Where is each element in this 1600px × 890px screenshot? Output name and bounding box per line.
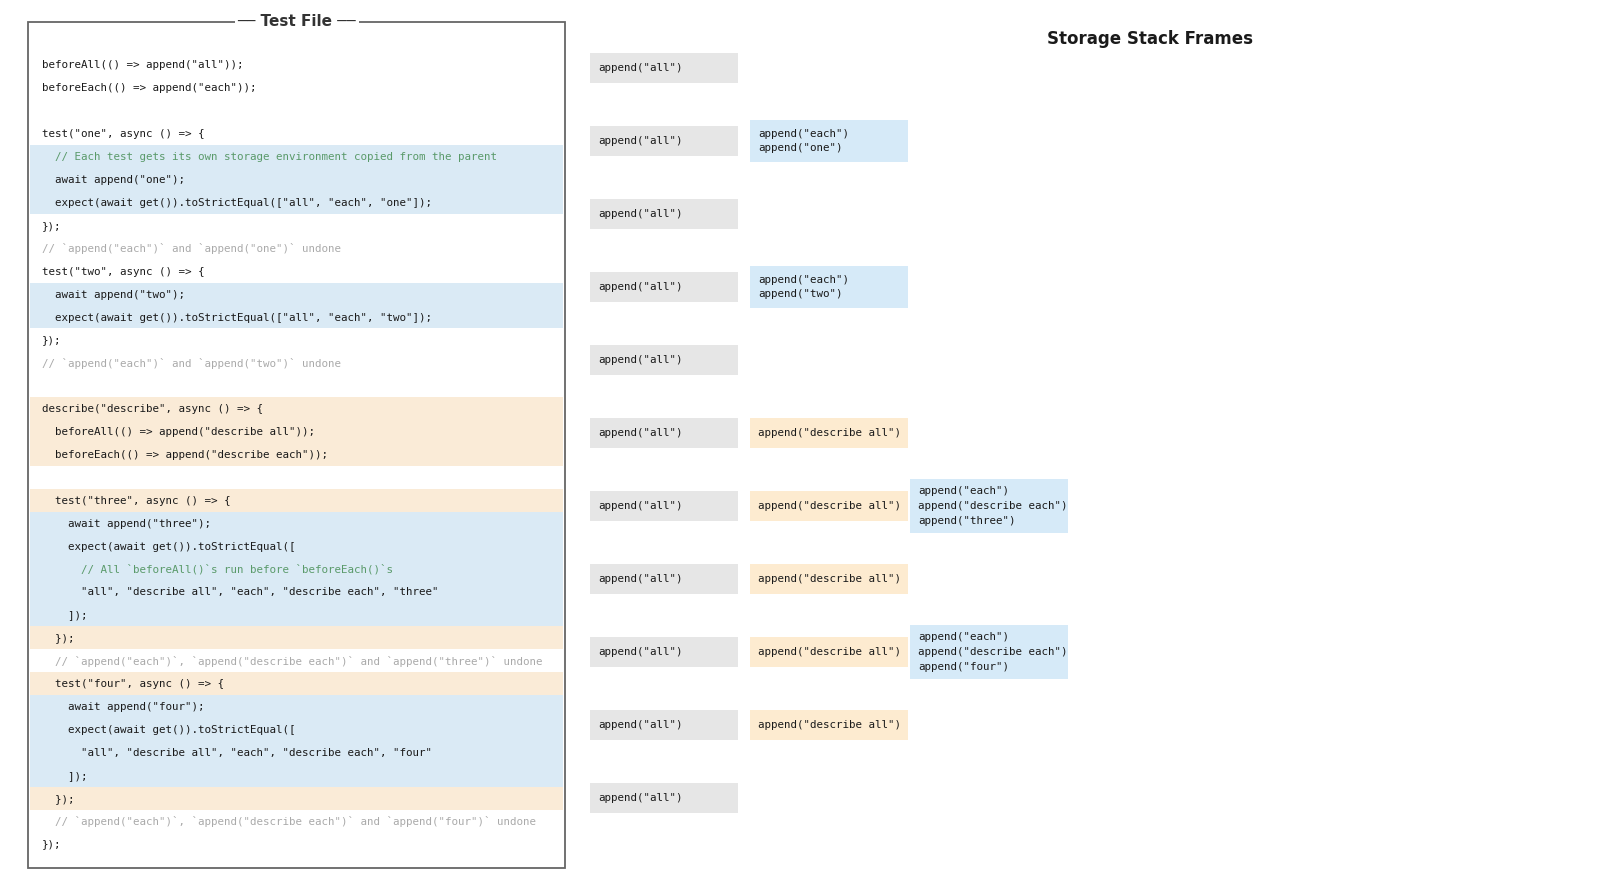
Text: append("all"): append("all")	[598, 501, 683, 511]
Bar	[30, 787, 563, 810]
Text: append("all"): append("all")	[598, 63, 683, 73]
Text: test("two", async () => {: test("two", async () => {	[42, 267, 205, 277]
Bar	[590, 126, 738, 156]
Text: ]);: ]);	[42, 611, 88, 620]
Text: // `append("each")`, `append("describe each")` and `append("four")` undone: // `append("each")`, `append("describe e…	[42, 816, 536, 827]
Bar	[30, 535, 563, 558]
Text: // All `beforeAll()`s run before `beforeEach()`s: // All `beforeAll()`s run before `before…	[42, 564, 394, 575]
Text: });: });	[42, 221, 61, 231]
Text: expect(await get()).toStrictEqual([: expect(await get()).toStrictEqual([	[42, 542, 296, 552]
Text: append("describe all"): append("describe all")	[758, 720, 901, 730]
Bar	[30, 168, 563, 191]
Bar	[30, 397, 563, 420]
Bar	[30, 580, 563, 603]
Text: });: });	[42, 336, 61, 345]
Text: append("all"): append("all")	[598, 720, 683, 730]
Bar	[30, 145, 563, 168]
Text: append("all"): append("all")	[598, 136, 683, 146]
Text: Storage Stack Frames: Storage Stack Frames	[1046, 30, 1253, 48]
Bar	[29, 22, 565, 868]
Bar	[750, 418, 909, 448]
Text: });: });	[42, 794, 75, 804]
Text: test("four", async () => {: test("four", async () => {	[42, 679, 224, 689]
Bar	[750, 266, 909, 308]
Text: ── Test File ──: ── Test File ──	[237, 14, 355, 29]
Text: beforeEach(() => append("describe each"));: beforeEach(() => append("describe each")…	[42, 450, 328, 460]
Bar	[910, 479, 1069, 533]
Text: append("all"): append("all")	[598, 647, 683, 657]
Bar	[750, 564, 909, 594]
Text: append("all"): append("all")	[598, 793, 683, 803]
Text: expect(await get()).toStrictEqual(["all", "each", "one"]);: expect(await get()).toStrictEqual(["all"…	[42, 198, 432, 208]
Text: "all", "describe all", "each", "describe each", "three": "all", "describe all", "each", "describe…	[42, 587, 438, 597]
Bar	[590, 783, 738, 813]
Bar	[750, 120, 909, 162]
Text: expect(await get()).toStrictEqual([: expect(await get()).toStrictEqual([	[42, 725, 296, 735]
Bar	[30, 603, 563, 627]
Text: "all", "describe all", "each", "describe each", "four": "all", "describe all", "each", "describe…	[42, 748, 432, 758]
Text: append("describe all"): append("describe all")	[758, 428, 901, 438]
Text: // Each test gets its own storage environment copied from the parent: // Each test gets its own storage enviro…	[42, 152, 498, 162]
Bar	[30, 558, 563, 580]
Bar	[30, 672, 563, 695]
Text: // `append("each")` and `append("one")` undone: // `append("each")` and `append("one")` …	[42, 243, 341, 255]
Text: await append("one");: await append("one");	[42, 175, 186, 185]
Text: test("one", async () => {: test("one", async () => {	[42, 129, 205, 139]
Text: describe("describe", async () => {: describe("describe", async () => {	[42, 404, 262, 414]
Bar	[30, 443, 563, 466]
Bar	[30, 420, 563, 443]
Text: append("each")
append("one"): append("each") append("one")	[758, 128, 850, 153]
Bar	[30, 695, 563, 718]
Bar	[590, 345, 738, 375]
Bar	[30, 512, 563, 535]
Bar	[590, 710, 738, 740]
Bar	[590, 199, 738, 229]
Bar	[590, 53, 738, 83]
Text: });: });	[42, 634, 75, 643]
Text: append("describe all"): append("describe all")	[758, 574, 901, 584]
Text: ]);: ]);	[42, 771, 88, 781]
Text: beforeEach(() => append("each"));: beforeEach(() => append("each"));	[42, 84, 256, 93]
Text: await append("two");: await append("two");	[42, 289, 186, 300]
Bar	[30, 283, 563, 305]
Text: append("each")
append("two"): append("each") append("two")	[758, 275, 850, 299]
Bar	[590, 637, 738, 667]
Bar	[30, 627, 563, 650]
Text: append("all"): append("all")	[598, 428, 683, 438]
Bar	[30, 718, 563, 741]
Text: // `append("each")` and `append("two")` undone: // `append("each")` and `append("two")` …	[42, 358, 341, 368]
Text: test("three", async () => {: test("three", async () => {	[42, 496, 230, 506]
Bar	[750, 637, 909, 667]
Bar	[750, 491, 909, 521]
Bar	[30, 489, 563, 512]
Text: beforeAll(() => append("describe all"));: beforeAll(() => append("describe all"));	[42, 427, 315, 437]
Bar	[750, 710, 909, 740]
Text: beforeAll(() => append("all"));: beforeAll(() => append("all"));	[42, 61, 243, 70]
Text: append("describe all"): append("describe all")	[758, 501, 901, 511]
Bar	[910, 625, 1069, 679]
Text: append("all"): append("all")	[598, 209, 683, 219]
Text: await append("three");: await append("three");	[42, 519, 211, 529]
Bar	[30, 741, 563, 764]
Text: append("each")
append("describe each")
append("four"): append("each") append("describe each") a…	[918, 632, 1067, 672]
Bar	[30, 305, 563, 328]
Text: append("each")
append("describe each")
append("three"): append("each") append("describe each") a…	[918, 486, 1067, 526]
Text: append("all"): append("all")	[598, 282, 683, 292]
Bar	[30, 764, 563, 787]
Text: await append("four");: await append("four");	[42, 702, 205, 712]
Bar	[590, 491, 738, 521]
Bar	[590, 564, 738, 594]
Text: // `append("each")`, `append("describe each")` and `append("three")` undone: // `append("each")`, `append("describe e…	[42, 656, 542, 667]
Bar	[590, 418, 738, 448]
Text: append("all"): append("all")	[598, 355, 683, 365]
Text: append("all"): append("all")	[598, 574, 683, 584]
Text: append("describe all"): append("describe all")	[758, 647, 901, 657]
Text: });: });	[42, 839, 61, 850]
Bar	[590, 272, 738, 302]
Bar	[30, 191, 563, 214]
Text: expect(await get()).toStrictEqual(["all", "each", "two"]);: expect(await get()).toStrictEqual(["all"…	[42, 312, 432, 322]
